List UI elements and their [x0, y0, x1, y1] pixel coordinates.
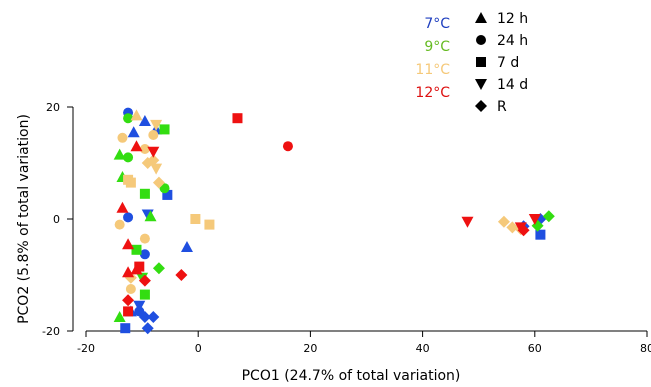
- data-point: [139, 188, 150, 199]
- data-point: [141, 322, 154, 335]
- temperature-legend: 7°C 9°C 11°C 12°C: [415, 16, 450, 101]
- x-tick-label: 20: [303, 342, 317, 355]
- temperature-legend-label: 9°C: [424, 39, 450, 55]
- data-point: [130, 109, 143, 121]
- data-point: [117, 132, 128, 143]
- data-point: [138, 115, 151, 126]
- data-point: [113, 311, 126, 322]
- time-legend-label: 24 h: [497, 33, 528, 49]
- y-axis-label: PCO2 (5.8% of total variation): [16, 114, 32, 324]
- data-point: [159, 183, 170, 194]
- data-point: [123, 306, 134, 317]
- x-tick-label: -20: [77, 342, 95, 355]
- temperature-legend-label: 12°C: [415, 85, 450, 101]
- data-point: [139, 233, 150, 244]
- data-point: [124, 271, 137, 284]
- data-point: [131, 244, 142, 255]
- temperature-legend-label: 11°C: [415, 62, 450, 78]
- x-tick-label: 0: [195, 342, 202, 355]
- data-point: [190, 214, 201, 224]
- data-point: [148, 130, 159, 140]
- data-point: [134, 261, 145, 272]
- data-point: [125, 177, 136, 188]
- y-tick-label: 0: [53, 213, 60, 226]
- time-legend-label: 12 h: [497, 11, 528, 27]
- data-point: [147, 311, 160, 323]
- y-tick-label: -20: [42, 325, 60, 338]
- data-point: [150, 163, 163, 175]
- data-point: [506, 221, 519, 234]
- data-point: [497, 215, 510, 228]
- data-point: [123, 212, 134, 223]
- time-legend-label: 7 d: [497, 55, 519, 71]
- data-point: [123, 113, 134, 124]
- data-point: [122, 238, 135, 250]
- time-legend-marker: [476, 35, 486, 45]
- data-point: [152, 262, 165, 275]
- data-point: [116, 201, 129, 213]
- data-point: [147, 146, 160, 158]
- time-legend-label: R: [497, 99, 507, 115]
- data-point: [535, 229, 546, 240]
- y-tick-label: 20: [46, 101, 60, 114]
- data-point: [113, 148, 126, 160]
- data-point: [139, 144, 150, 154]
- x-axis-label: PCO1 (24.7% of total variation): [242, 368, 461, 384]
- data-point: [147, 154, 160, 167]
- data-point: [542, 210, 555, 223]
- data-point: [127, 126, 140, 138]
- data-point: [122, 294, 135, 307]
- data-point: [282, 141, 293, 152]
- data-point: [528, 214, 541, 225]
- x-tick-label: 40: [416, 342, 430, 355]
- time-legend-marker: [475, 12, 487, 23]
- data-point: [204, 219, 215, 230]
- data-point: [138, 311, 151, 323]
- time-legend-label: 14 d: [497, 77, 528, 93]
- axes: [72, 107, 647, 332]
- data-point: [162, 189, 173, 200]
- data-point: [130, 140, 143, 152]
- data-point: [139, 289, 150, 300]
- data-point: [114, 219, 125, 230]
- data-point: [232, 113, 243, 124]
- time-legend-marker: [476, 57, 486, 67]
- data-point: [139, 249, 150, 260]
- data-point: [159, 124, 170, 135]
- data-point: [180, 241, 193, 252]
- data-point: [138, 274, 151, 287]
- data-point: [461, 216, 474, 228]
- temperature-legend-label: 7°C: [424, 16, 450, 32]
- data-point: [125, 284, 136, 294]
- time-legend-marker: [475, 100, 487, 112]
- data-point: [150, 119, 163, 131]
- x-tick-label: 80: [640, 342, 651, 355]
- data-point: [123, 152, 134, 163]
- data-point: [133, 300, 146, 312]
- data-point: [152, 176, 165, 189]
- data-point: [517, 224, 530, 237]
- data-point: [144, 210, 157, 222]
- x-tick-label: 60: [528, 342, 542, 355]
- time-legend: 12 h 24 h 7 d 14 d R: [475, 11, 528, 115]
- data-point: [175, 269, 188, 281]
- data-point: [122, 266, 135, 278]
- ticks: -20 0 20 40 60 80 -20 0 20: [42, 101, 651, 355]
- data-points: [113, 107, 555, 335]
- data-point: [120, 323, 131, 334]
- time-legend-marker: [475, 79, 487, 90]
